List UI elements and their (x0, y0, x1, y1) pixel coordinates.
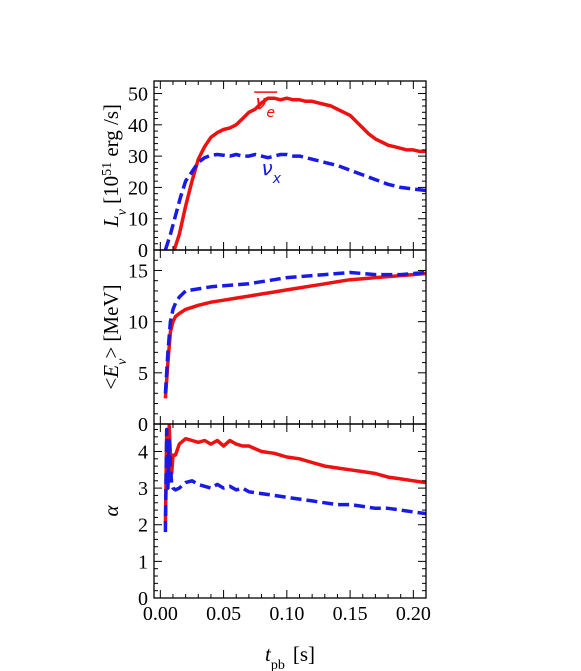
series-line-nu_x-luminosity (163, 152, 426, 250)
y-tick-label-luminosity: 40 (128, 115, 148, 137)
x-tick-label: 0.10 (269, 603, 304, 625)
y-tick-label-alpha: 4 (138, 441, 148, 463)
y-axis-label-alpha: α (99, 505, 123, 517)
y-tick-label-alpha: 2 (138, 515, 148, 537)
y-tick-label-luminosity: 0 (138, 240, 148, 262)
y-tick-label-mean_energy: 0 (138, 414, 148, 436)
panel-mean_energy: 0 5 10 15<Eν> [MeV] (99, 249, 427, 436)
panel-alpha: 0 1 2 3 4 α (99, 423, 427, 610)
y-tick-label-mean_energy: 15 (128, 260, 148, 282)
series-label-nu_x: νx (262, 156, 282, 187)
y-tick-label-alpha: 1 (138, 551, 148, 573)
x-tick-label: 0.05 (206, 603, 241, 625)
series-line-nu_x-alpha (163, 427, 426, 533)
y-tick-label-luminosity: 10 (128, 209, 148, 231)
series-line-nu_x-mean_energy (163, 270, 426, 394)
y-axis-label-mean_energy: <Eν> [MeV] (99, 284, 130, 389)
plot-frame-alpha (153, 423, 427, 599)
series-line-nu_e_bar-alpha (163, 424, 426, 525)
x-tick-label: 0.20 (396, 603, 431, 625)
x-axis: 0.00 0.05 0.10 0.15 0.20 tpb [s] (143, 603, 431, 671)
series-line-nu_e_bar-luminosity (172, 96, 426, 250)
y-tick-label-luminosity: 30 (128, 146, 148, 168)
y-tick-label-luminosity: 20 (128, 177, 148, 199)
y-tick-label-mean_energy: 10 (128, 312, 148, 334)
y-tick-label-mean_energy: 5 (138, 363, 148, 385)
y-tick-label-alpha: 3 (138, 478, 148, 500)
series-line-nu_e_bar-mean_energy (163, 271, 426, 399)
x-tick-label: 0.00 (143, 603, 178, 625)
x-axis-label: tpb [s] (265, 642, 315, 671)
y-tick-label-alpha: 0 (138, 588, 148, 610)
y-tick-label-luminosity: 50 (128, 84, 148, 106)
x-tick-label: 0.15 (333, 603, 368, 625)
y-axis-label-luminosity: Lν [1051 erg /s] (99, 104, 130, 228)
series-label-nu_e_bar: νe (255, 90, 275, 121)
